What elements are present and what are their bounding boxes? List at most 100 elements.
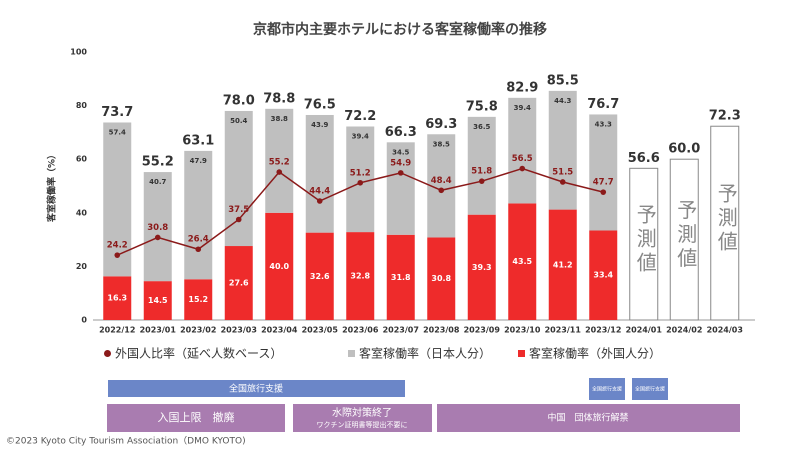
bar-segment xyxy=(346,232,375,320)
data-label: 36.5 xyxy=(473,123,490,131)
data-label: 31.8 xyxy=(391,273,411,282)
legend-swatch xyxy=(518,350,525,357)
data-label: 27.6 xyxy=(229,279,249,288)
bar-segment xyxy=(589,114,618,231)
data-label: 32.6 xyxy=(310,272,330,281)
data-label: 47.9 xyxy=(190,157,207,165)
data-label: 56.6 xyxy=(628,151,660,166)
bar-segment xyxy=(265,212,294,320)
data-label: 43.3 xyxy=(595,120,612,128)
chart-title: 京都市内主要ホテルにおける客室稼働率の推移 xyxy=(253,21,547,38)
bar-segment xyxy=(467,214,496,320)
line-point xyxy=(235,216,242,223)
bar-segment xyxy=(508,97,537,204)
data-label: 44.4 xyxy=(309,187,330,197)
line-point xyxy=(397,170,404,176)
annotation-text: 全国旅行支援 xyxy=(229,383,283,395)
y-tick-label: 60 xyxy=(76,155,88,164)
data-label: 32.8 xyxy=(350,272,370,281)
bar-segment xyxy=(386,234,415,320)
bar-segment xyxy=(224,246,253,320)
x-tick-label: 2023/03 xyxy=(221,326,257,335)
annotation-text: 全国旅行支援 xyxy=(635,386,665,393)
total-label: 55.2 xyxy=(142,155,174,170)
forecast-label: 予測値 xyxy=(674,200,698,272)
forecast-label: 予測値 xyxy=(633,204,657,276)
data-label: 51.8 xyxy=(471,167,492,177)
line-point xyxy=(357,179,364,186)
total-label: 78.8 xyxy=(263,91,295,106)
data-label: 14.5 xyxy=(148,296,168,305)
data-label: 15.2 xyxy=(188,295,208,304)
data-label: 44.3 xyxy=(554,97,571,105)
data-label: 51.5 xyxy=(552,167,573,177)
x-tick-label: 2023/12 xyxy=(585,326,621,335)
data-label: 37.5 xyxy=(228,205,249,215)
y-tick-label: 100 xyxy=(70,48,87,57)
data-label: 54.9 xyxy=(390,158,411,168)
bar-segment xyxy=(427,237,456,320)
data-label: 60.0 xyxy=(668,142,700,157)
total-label: 72.2 xyxy=(344,109,376,124)
total-label: 85.5 xyxy=(547,73,579,88)
x-tick-label: 2023/02 xyxy=(180,326,216,335)
data-label: 56.5 xyxy=(512,154,533,164)
bar-segment xyxy=(508,203,537,320)
x-tick-label: 2024/02 xyxy=(666,326,702,335)
bar-segment xyxy=(305,232,334,320)
data-label: 33.4 xyxy=(593,271,613,280)
bar-segment xyxy=(305,114,334,233)
x-tick-label: 2022/12 xyxy=(99,326,135,335)
data-label: 40.0 xyxy=(269,262,289,271)
data-label: 39.4 xyxy=(352,133,369,141)
legend-label: 客室稼働率（外国人分） xyxy=(529,346,661,361)
x-tick-label: 2024/03 xyxy=(707,326,743,335)
y-tick-label: 20 xyxy=(76,262,88,271)
y-tick-label: 80 xyxy=(76,101,88,110)
y-tick-label: 40 xyxy=(76,208,88,217)
bar-segment xyxy=(467,116,496,215)
annotation-text: 入国上限 撤廃 xyxy=(158,410,235,424)
x-tick-label: 2023/10 xyxy=(504,326,541,335)
line-point xyxy=(195,246,202,253)
annotation-box xyxy=(437,404,740,432)
line-point xyxy=(600,189,607,195)
forecast-bar xyxy=(629,167,659,321)
bar-segment xyxy=(103,276,132,320)
data-label: 43.5 xyxy=(512,257,532,266)
bar-segment xyxy=(548,90,577,210)
data-label: 72.3 xyxy=(709,109,741,124)
annotation-box xyxy=(293,404,432,432)
annotation-box xyxy=(632,378,668,400)
line-point xyxy=(519,165,526,172)
line-point xyxy=(438,187,445,194)
annotation-text: ワクチン証明書等提出不要に xyxy=(317,420,408,429)
data-label: 55.2 xyxy=(269,158,290,168)
total-label: 76.5 xyxy=(304,97,336,112)
footer: ©2023 Kyoto City Tourism Association（DMO… xyxy=(6,436,246,447)
data-label: 16.3 xyxy=(107,294,127,303)
data-label: 57.4 xyxy=(109,128,126,136)
total-label: 63.1 xyxy=(182,133,214,148)
total-label: 76.7 xyxy=(587,97,619,112)
forecast-bar xyxy=(669,158,699,321)
data-label: 39.3 xyxy=(472,263,492,272)
annotation-text: 全国旅行支援 xyxy=(592,386,622,393)
legend-label: 客室稼働率（日本人分） xyxy=(359,346,491,361)
legend-swatch xyxy=(104,350,111,357)
total-label: 73.7 xyxy=(101,105,133,120)
line-point xyxy=(114,252,121,258)
annotation-box xyxy=(107,404,285,432)
x-tick-label: 2023/01 xyxy=(140,326,177,335)
y-axis-label: 客室稼働率（%） xyxy=(46,150,58,223)
data-label: 41.2 xyxy=(553,260,573,269)
x-tick-label: 2023/07 xyxy=(383,326,419,335)
annotations: 全国旅行支援 全国旅行支援 全国旅行支援 入国上限 撤廃 水際対策終了 ワクチン… xyxy=(107,378,740,432)
annotation-box xyxy=(108,380,405,397)
data-label: 24.2 xyxy=(107,241,128,251)
x-tick-label: 2023/09 xyxy=(464,326,501,335)
forecast-label: 予測値 xyxy=(714,183,738,255)
data-label: 50.4 xyxy=(230,117,247,125)
bar-segment xyxy=(346,126,375,233)
